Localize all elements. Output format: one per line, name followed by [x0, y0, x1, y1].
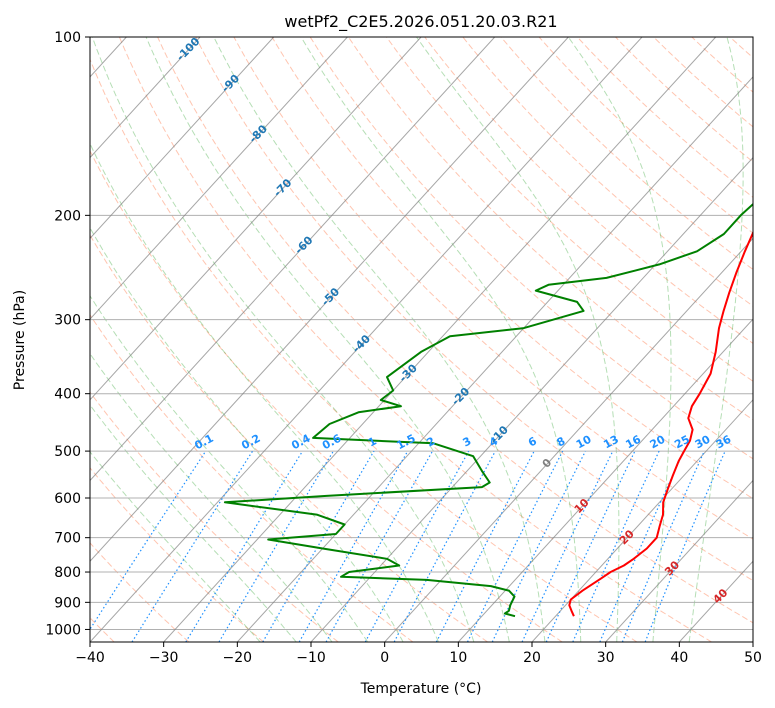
mixing-ratio-label: 10 — [574, 433, 594, 452]
y-tick-label: 700 — [54, 531, 81, 547]
dry-adiabat — [90, 149, 563, 642]
dry-adiabat — [347, 37, 753, 421]
isotherm — [384, 237, 753, 642]
y-tick-label: 1000 — [45, 622, 81, 638]
x-tick-label: 20 — [523, 650, 541, 666]
x-tick-label: 50 — [744, 650, 762, 666]
dry-adiabat — [157, 37, 753, 624]
x-tick-label: −20 — [223, 650, 253, 666]
mixing-ratio-label: 16 — [623, 433, 643, 452]
mixing-ratio-label: 36 — [714, 433, 734, 452]
y-tick-label: 200 — [54, 208, 81, 224]
moist-adiabat — [688, 37, 744, 642]
x-axis-title: Temperature (°C) — [360, 681, 482, 697]
moist-adiabat — [567, 37, 672, 642]
x-tick-label: 0 — [380, 650, 389, 666]
isotherm — [90, 37, 496, 482]
y-tick-label: 100 — [54, 30, 81, 46]
isotherm — [90, 37, 643, 642]
dry-adiabat — [90, 234, 488, 642]
mixing-ratio-line — [131, 450, 254, 642]
mixing-ratio-line — [572, 450, 660, 642]
dry-adiabat — [90, 467, 264, 642]
isotherm — [90, 37, 348, 320]
y-axis-title: Pressure (hPa) — [12, 290, 28, 390]
mixing-ratio-label: 20 — [648, 433, 668, 452]
isotherm — [90, 37, 569, 563]
dry-adiabat — [195, 37, 753, 582]
dewpoint-profile — [223, 202, 753, 618]
mixing-ratio-line — [466, 450, 564, 642]
moist-adiabat — [90, 294, 369, 642]
mixing-ratio-line — [325, 450, 434, 642]
moist-adiabat — [91, 37, 475, 642]
moist-adiabat — [213, 37, 546, 642]
mixing-ratio-label: 30 — [693, 433, 713, 452]
y-tick-label: 900 — [54, 595, 81, 611]
y-tick-label: 800 — [54, 565, 81, 581]
dry-adiabat — [462, 37, 753, 307]
background-lines — [90, 37, 753, 642]
axes: −40 −30 −20 −10 0 10 20 30 40 50 100 200 300 400 500 60… — [45, 30, 762, 666]
mixing-ratio-label: 25 — [672, 433, 692, 452]
isotherm — [457, 318, 753, 642]
mixing-ratio-line — [644, 450, 726, 642]
moist-adiabat — [90, 226, 404, 642]
isotherm — [605, 479, 753, 642]
moist-adiabat — [90, 142, 439, 642]
moist-adiabat — [90, 450, 261, 642]
isotherm — [90, 37, 275, 240]
mixing-ratio-line — [599, 450, 685, 642]
dry-adiabat — [271, 37, 753, 500]
x-tick-label: 30 — [597, 650, 615, 666]
mixing-ratio-line — [393, 450, 496, 642]
x-tick-label: 10 — [449, 650, 467, 666]
x-tick-label: 40 — [670, 650, 688, 666]
isotherm — [310, 156, 753, 642]
x-tick-label: −40 — [75, 650, 105, 666]
isotherm — [531, 399, 753, 642]
y-tick-label: 500 — [54, 444, 81, 460]
y-tick-label: 400 — [54, 387, 81, 403]
plot-frame — [89, 36, 754, 643]
moist-adiabat — [90, 404, 297, 642]
y-tick-label: 600 — [54, 491, 81, 507]
isotherm — [90, 37, 422, 401]
mixing-ratio-line — [364, 450, 470, 642]
profile-lines — [223, 202, 753, 618]
dry-adiabat — [386, 37, 753, 382]
moist-adiabat — [145, 37, 510, 642]
moist-adiabat — [300, 37, 582, 642]
mixing-ratio-line — [90, 450, 207, 631]
x-tick-label: −30 — [149, 650, 179, 666]
isotherm — [163, 37, 717, 642]
temperature-profile — [568, 230, 753, 617]
mixing-ratio-line — [185, 450, 304, 642]
mixing-ratio-line — [621, 450, 705, 642]
y-tick-label: 300 — [54, 313, 81, 329]
chart-title: wetPf2_C2E5.2026.051.20.03.R21 — [284, 12, 557, 32]
isotherm — [90, 37, 201, 159]
x-tick-label: −10 — [296, 650, 326, 666]
isotherm — [236, 76, 753, 642]
dry-adiabat — [90, 58, 638, 642]
mixing-ratio-label: 13 — [601, 433, 621, 452]
